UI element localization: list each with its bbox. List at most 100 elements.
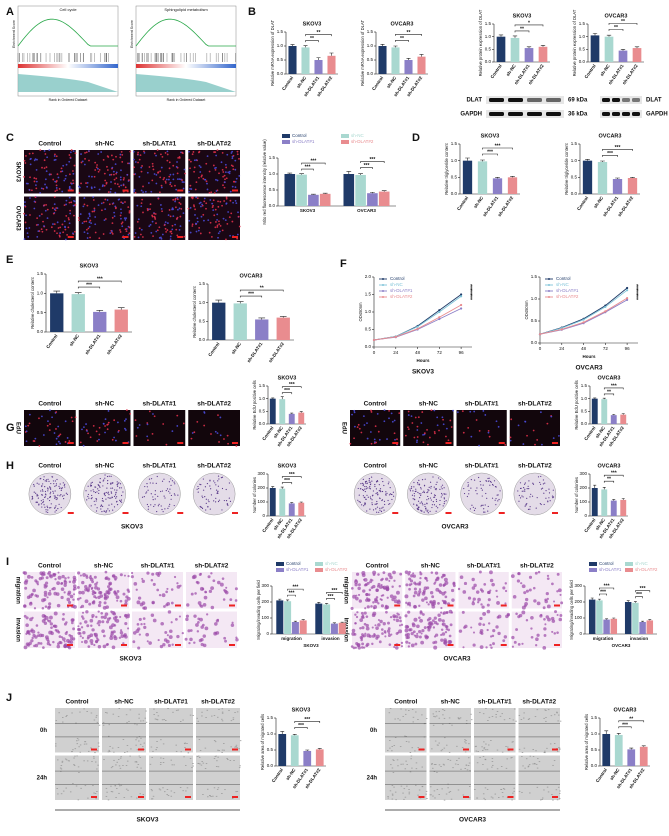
colony [42, 501, 45, 503]
significance-label: *** [305, 165, 311, 171]
cell [70, 416, 73, 419]
cell [556, 572, 560, 576]
cell [88, 602, 92, 606]
cell-texture [421, 714, 423, 716]
cell [166, 153, 169, 156]
cell-texture [142, 794, 145, 795]
cell-texture [546, 747, 548, 749]
cell-texture [457, 717, 460, 719]
colony [371, 495, 374, 497]
significance-bracket [77, 280, 122, 283]
cell [80, 615, 84, 618]
cell [497, 614, 502, 619]
y-axis-label: Migrating/invading cells per field [256, 580, 261, 640]
cell [57, 176, 60, 179]
cell-texture [162, 787, 164, 789]
cell [176, 634, 180, 639]
cell [484, 414, 487, 416]
y-tick-label: 0.0 [451, 191, 458, 196]
cell [218, 441, 220, 443]
cell [517, 642, 521, 646]
x-tick-label: sh-DLAT#2 [268, 341, 286, 363]
colony [209, 485, 211, 487]
row-label: EdU [340, 422, 346, 434]
cell [188, 190, 190, 193]
cell [392, 570, 396, 575]
legend-label: sh-NC [325, 561, 339, 566]
cell [409, 628, 413, 632]
cell-texture [389, 747, 391, 749]
chart-title: OVCAR3 [605, 13, 628, 19]
y-axis-label: Relative mRNA expression of DLAT [360, 20, 365, 86]
cell-texture [443, 764, 445, 766]
cell-texture [130, 748, 132, 750]
cell [205, 180, 208, 183]
cell [96, 164, 98, 166]
cell-texture [162, 762, 165, 763]
cell [113, 215, 116, 218]
error-bar [512, 35, 518, 38]
colony [371, 499, 373, 501]
cell [97, 610, 100, 613]
cell [61, 190, 64, 193]
cell-texture [55, 745, 57, 747]
cell [126, 596, 131, 601]
cell-texture [468, 743, 470, 745]
colony [170, 494, 173, 497]
bar [288, 413, 295, 424]
bar [462, 160, 473, 194]
y-tick-label: 1.0 [259, 396, 266, 401]
cell [209, 221, 212, 224]
cell [69, 212, 72, 215]
colony [101, 497, 104, 500]
cell-texture [511, 757, 513, 758]
significance-bracket [602, 155, 618, 157]
cell [451, 598, 455, 602]
x-tick-label: migration [281, 636, 302, 641]
cell [88, 175, 90, 178]
cell [359, 618, 364, 622]
cell-texture [442, 714, 444, 716]
cell-texture [399, 719, 401, 721]
cell-texture [69, 791, 72, 793]
cell-texture [404, 735, 406, 737]
cell-texture [161, 719, 164, 721]
cell [404, 570, 409, 574]
y-tick-label: 1.0 [591, 731, 598, 736]
cell-texture [238, 748, 240, 750]
colony [33, 485, 35, 487]
colony [47, 506, 49, 509]
colony [366, 482, 368, 484]
error-bar [215, 299, 223, 303]
colony [427, 512, 429, 514]
cell-texture [76, 738, 79, 739]
cell-texture [460, 768, 462, 770]
colony [209, 508, 211, 510]
cell [52, 178, 55, 181]
cell [380, 578, 383, 582]
cell [36, 235, 39, 238]
cell [374, 597, 378, 602]
x-tick-label: sh-NC [599, 63, 611, 77]
colony [165, 489, 167, 492]
bar [639, 622, 646, 634]
cell [103, 172, 106, 175]
cell [70, 201, 73, 204]
y-tick-label: 1.5 [199, 281, 206, 286]
cell [203, 412, 206, 414]
cell [195, 159, 198, 161]
significance-label: *** [636, 592, 642, 598]
cell [471, 586, 476, 590]
significance-label: *** [289, 591, 295, 597]
colony [425, 509, 427, 511]
legend-label: sh-DLAT#1 [556, 288, 579, 293]
cell-texture [111, 747, 114, 749]
cell [92, 196, 95, 198]
cell [231, 220, 234, 223]
colony [35, 492, 37, 494]
cell [97, 619, 102, 624]
cell [55, 411, 58, 413]
significance-label: *** [611, 383, 617, 389]
colony [358, 501, 360, 503]
colony [369, 508, 371, 510]
